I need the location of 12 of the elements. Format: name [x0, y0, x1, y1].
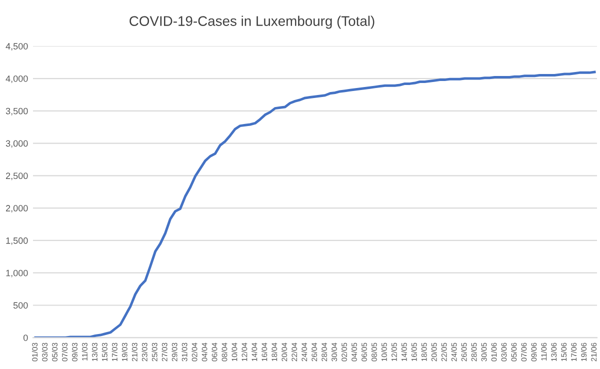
y-tick-label: 3,000: [6, 140, 28, 148]
chart-title: COVID-19-Cases in Luxembourg (Total): [130, 16, 374, 29]
y-tick-label: 3,500: [6, 108, 28, 116]
y-tick-label: 500: [13, 302, 28, 309]
y-tick-label: 0: [23, 334, 28, 341]
y-tick-label: 1,000: [6, 270, 28, 278]
y-tick-label: 2,000: [6, 205, 28, 212]
line-series: [34, 70, 596, 338]
y-tick-label: 4,500: [6, 43, 28, 51]
y-tick-label: 2,500: [6, 172, 28, 180]
y-tick-label: 1,500: [6, 237, 28, 245]
y-tick-label: 4,000: [6, 75, 28, 83]
